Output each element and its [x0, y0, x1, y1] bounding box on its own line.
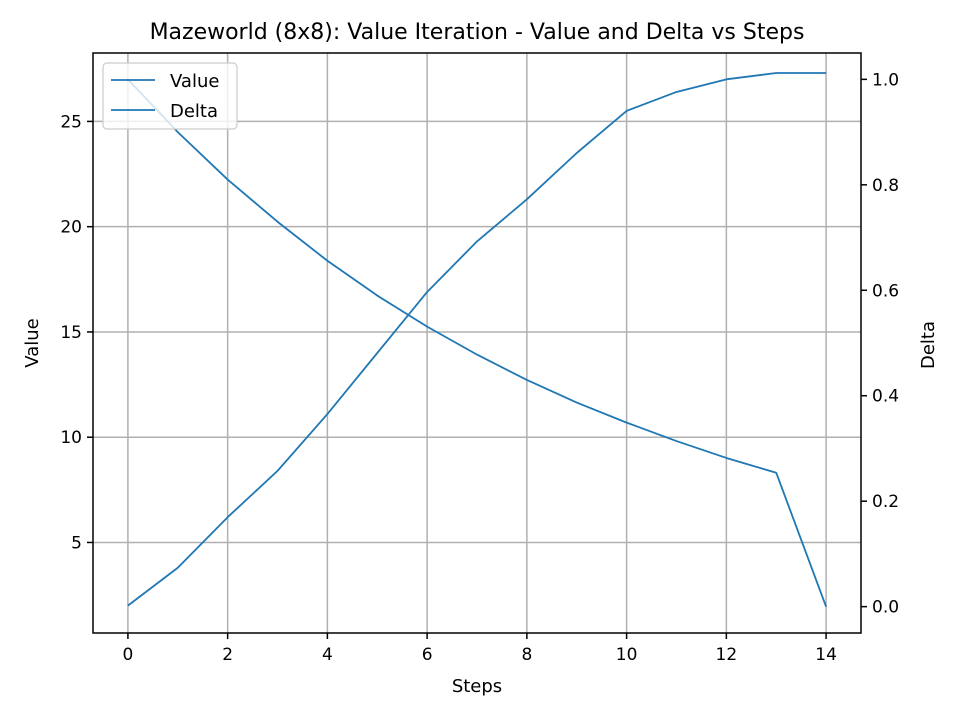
y2-tick-label: 0.8 — [872, 176, 899, 196]
x-tick-label: 8 — [521, 645, 532, 665]
plot-frame — [92, 52, 862, 634]
grid — [93, 53, 861, 633]
y-tick-label: 25 — [60, 112, 82, 132]
legend: Value Delta — [102, 62, 238, 130]
x-tick-label: 4 — [322, 645, 333, 665]
x-axis: 0 2 4 6 8 10 12 14 — [122, 633, 837, 665]
x-tick-label: 2 — [222, 645, 233, 665]
y2-tick-label: 1.0 — [872, 70, 899, 90]
chart-title: Mazeworld (8x8): Value Iteration - Value… — [150, 20, 805, 45]
x-tick-label: 12 — [716, 645, 738, 665]
y2-tick-label: 0.6 — [872, 281, 899, 301]
x-tick-label: 14 — [815, 645, 837, 665]
y-axis-left: 5 10 15 20 25 — [60, 112, 93, 553]
legend-label-delta: Delta — [170, 101, 218, 122]
legend-label-value: Value — [170, 71, 219, 92]
x-tick-label: 0 — [122, 645, 133, 665]
y2-tick-label: 0.4 — [872, 387, 899, 407]
y-tick-label: 10 — [60, 428, 82, 448]
y-tick-label: 5 — [71, 533, 82, 553]
series-line-value — [127, 72, 827, 607]
x-tick-label: 6 — [422, 645, 433, 665]
y-axis-right: 0.0 0.2 0.4 0.6 0.8 1.0 — [861, 70, 899, 618]
x-tick-label: 10 — [616, 645, 638, 665]
y-axis-label: Value — [22, 318, 43, 367]
series-layer — [127, 72, 827, 607]
y2-tick-label: 0.2 — [872, 492, 899, 512]
y2-tick-label: 0.0 — [872, 598, 899, 618]
y2-axis-label: Delta — [918, 321, 939, 369]
x-axis-label: Steps — [452, 676, 502, 697]
y-tick-label: 15 — [60, 323, 82, 343]
y-tick-label: 20 — [60, 218, 82, 238]
series-line-delta — [127, 78, 827, 607]
